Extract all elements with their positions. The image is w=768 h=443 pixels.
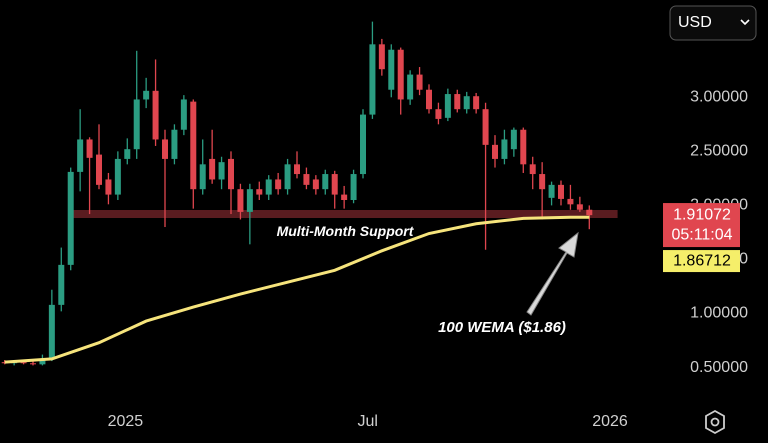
candle-body: [67, 171, 74, 265]
candle-body: [397, 49, 404, 100]
candle-body: [294, 164, 300, 175]
candle-body: [237, 189, 244, 212]
candle-body: [360, 114, 366, 175]
candle-body: [228, 158, 234, 190]
candle-body: [124, 149, 131, 159]
candle-body: [435, 109, 442, 119]
dropdown-label: USD: [678, 14, 712, 31]
gear-hole: [710, 417, 720, 427]
ema-price-box: [663, 250, 740, 273]
last-price-label: 1.91072: [673, 206, 731, 223]
candle-body: [510, 129, 517, 150]
y-tick-label: 0.50000: [690, 359, 748, 376]
candle-body: [218, 162, 225, 180]
candle-body: [482, 109, 489, 145]
candle-body: [548, 184, 555, 198]
candle-body: [96, 154, 102, 185]
candle-body: [246, 189, 253, 212]
candle-body: [388, 49, 395, 90]
candle-body: [350, 174, 357, 200]
candle-body: [492, 144, 498, 159]
candle-body: [322, 174, 329, 190]
settings-button[interactable]: [705, 409, 725, 435]
candle-body: [77, 139, 84, 172]
candle-body: [312, 179, 319, 190]
x-tick-label: 2025: [108, 413, 144, 430]
candle-body: [105, 179, 112, 195]
x-tick-label: 2026: [592, 413, 628, 430]
candle-body: [114, 158, 121, 195]
candle-body: [378, 44, 385, 70]
ema-price-label: 1.86712: [673, 252, 731, 269]
candle-body: [152, 90, 159, 140]
last-price-box: [663, 203, 740, 248]
candle-body: [463, 96, 470, 110]
candle-body: [567, 198, 574, 205]
candle-body: [558, 184, 564, 199]
candle-body: [256, 189, 263, 195]
candle-body: [341, 194, 348, 200]
candle-body: [303, 174, 310, 185]
candle-body: [265, 179, 272, 195]
candle-body: [331, 174, 338, 195]
support-label: Multi-Month Support: [277, 223, 415, 239]
arrow: [526, 231, 579, 316]
countdown-label: 05:11:04: [671, 226, 732, 243]
candle-body: [48, 304, 55, 359]
candle-body: [576, 204, 583, 210]
candle-body: [39, 358, 46, 365]
candle-body: [209, 158, 216, 180]
candle-body: [407, 74, 414, 100]
gear-icon[interactable]: [705, 409, 725, 435]
candle-body: [275, 179, 282, 190]
y-tick-label: 1.00000: [690, 305, 748, 322]
candle-body: [143, 90, 150, 100]
candle-body: [171, 129, 178, 159]
currency-dropdown[interactable]: USD: [669, 5, 757, 41]
candle-body: [1, 362, 8, 364]
candle-body: [520, 129, 527, 165]
candle-body: [190, 101, 197, 190]
ema-line: [4, 215, 590, 364]
candle-body: [30, 363, 36, 365]
candle-body: [58, 264, 65, 305]
candle-body: [444, 94, 451, 118]
candle-body: [369, 44, 376, 115]
ema-annotation: 100 WEMA ($1.86): [438, 319, 566, 336]
candle-body: [162, 139, 168, 159]
candle-body: [501, 139, 508, 159]
candle-body: [284, 164, 291, 190]
chevron: [740, 19, 750, 26]
x-tick-label: Jul: [357, 413, 377, 430]
candle-body: [416, 74, 423, 90]
candle-body: [426, 89, 432, 110]
candle-body: [539, 174, 546, 190]
candle-body: [133, 99, 140, 150]
candle-body: [473, 96, 480, 110]
candle-body: [199, 164, 206, 190]
y-tick-label: 2.50000: [690, 143, 748, 160]
candle-body: [180, 99, 187, 130]
candle-body: [586, 209, 593, 216]
candle-body: [86, 139, 93, 158]
dropdown-box[interactable]: [669, 5, 757, 41]
y-tick-label: 3.00000: [690, 89, 748, 106]
plot-area: Multi-Month Support: [1, 21, 618, 366]
candle-body: [529, 164, 536, 175]
candle-body: [454, 94, 461, 110]
candle-body: [20, 362, 27, 364]
